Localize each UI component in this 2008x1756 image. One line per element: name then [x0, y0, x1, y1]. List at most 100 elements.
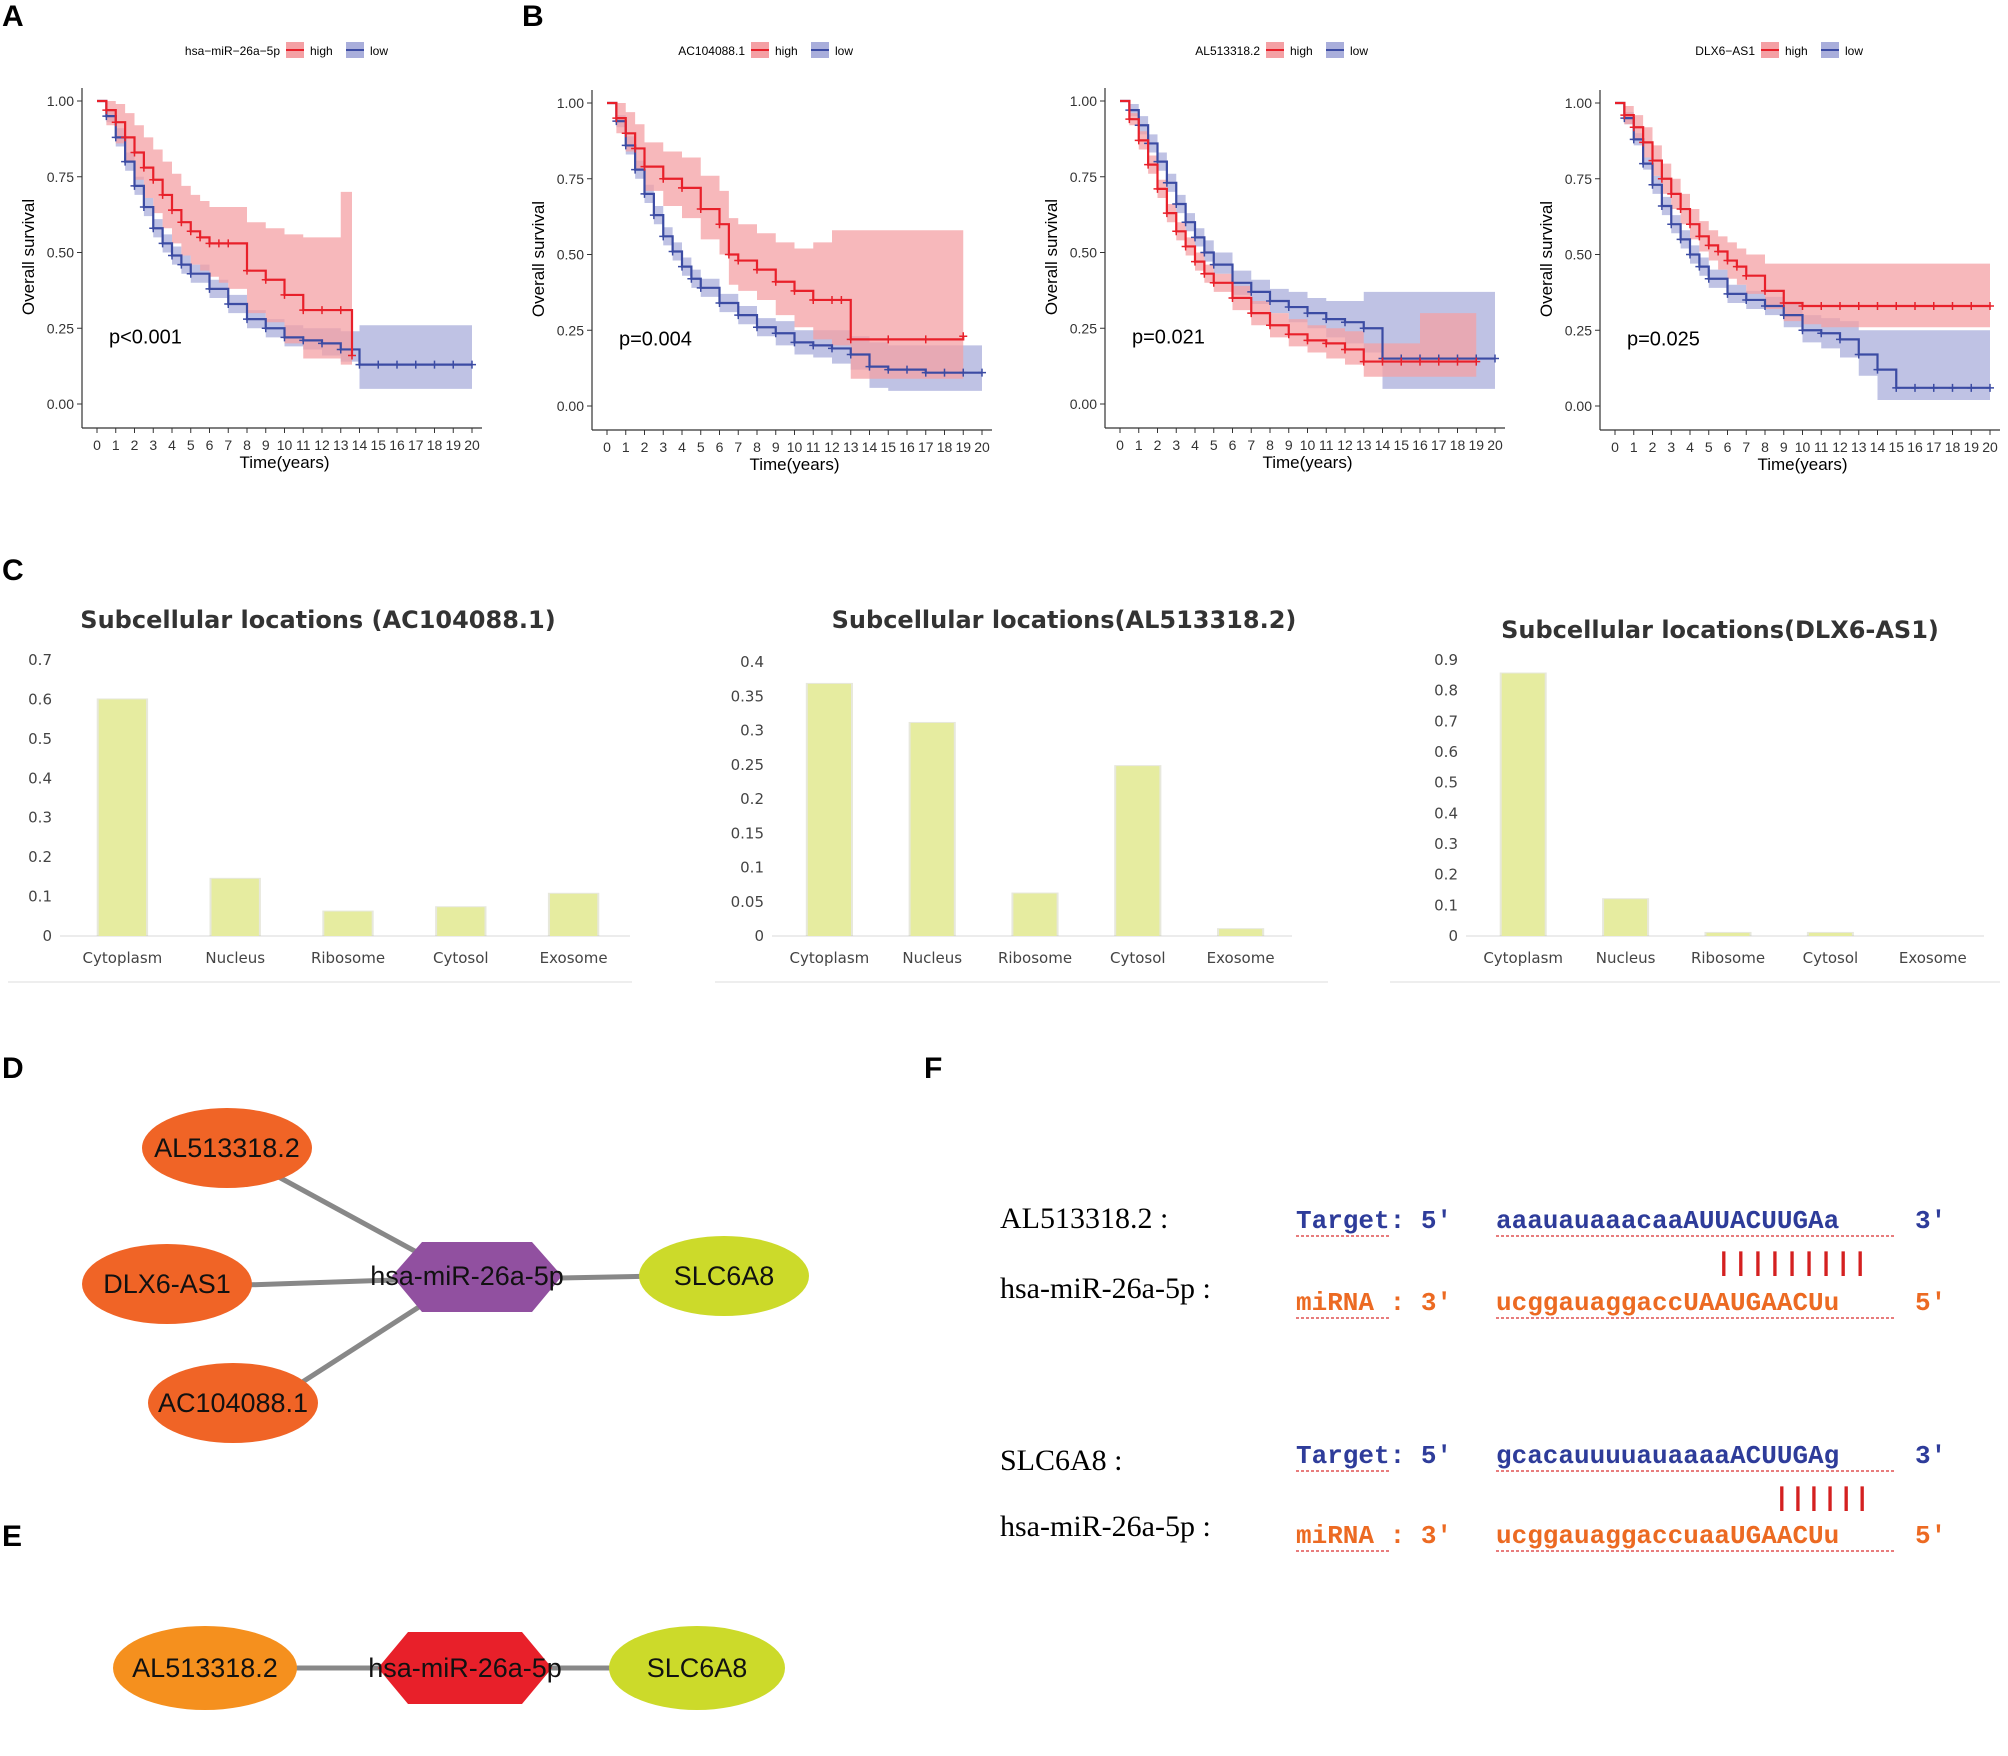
censor-mark-high [1359, 357, 1368, 366]
node-slc6a8[interactable] [639, 1236, 809, 1316]
censor-mark-low [1341, 318, 1349, 327]
x-tick-label: 9 [1780, 439, 1788, 455]
censor-mark-low [205, 284, 214, 293]
node-e-hsa-mir-26a-5p[interactable] [378, 1632, 552, 1704]
censor-mark-high [177, 218, 186, 227]
censor-mark-low [865, 362, 874, 371]
y-tick-label: 0.35 [731, 687, 764, 705]
node-e-slc6a8[interactable] [609, 1626, 785, 1710]
y-tick-label: 0.00 [1070, 396, 1097, 412]
x-tick-label: 0 [93, 437, 101, 453]
survival-curve-low [1615, 101, 1990, 389]
y-tick-label: 0.9 [1434, 651, 1458, 669]
censor-mark-low [1873, 365, 1882, 374]
censor-mark-low [1303, 309, 1312, 318]
bar-cytosol [437, 907, 485, 936]
ci-band-high [1120, 101, 1477, 377]
censor-mark-high [261, 275, 270, 284]
censor-mark-low [1629, 135, 1638, 144]
censor-mark-low [411, 360, 420, 369]
network-d: AL513318.2 DLX6-AS1 AC104088.1 hsa-miR-2… [82, 1108, 809, 1443]
censor-mark-high [715, 220, 724, 229]
x-tick-label: Cytosol [1110, 949, 1166, 967]
censor-mark-low [1986, 383, 1994, 392]
censor-mark-high [1453, 357, 1462, 366]
censor-mark-low [940, 368, 949, 377]
censor-mark-low [130, 181, 139, 190]
y-tick-label: 0.75 [1070, 169, 1097, 185]
y-tick-label: 0.50 [47, 245, 74, 261]
y-tick-label: 0 [1448, 927, 1458, 945]
censor-mark-high [1986, 302, 1994, 311]
censor-mark-high [1742, 271, 1751, 280]
node-dlx6-as1[interactable] [82, 1244, 252, 1324]
x-tick-label: Nucleus [205, 949, 265, 967]
x-tick-label: 7 [1742, 439, 1750, 455]
bar-cytosol [1808, 932, 1852, 936]
bar-ribosome [324, 911, 372, 936]
censor-mark-high [1247, 309, 1256, 318]
pair2-mirna-seq: ucggauaggaccuaaUGAACUu [1496, 1521, 1839, 1551]
pair2-pairing: |||||| [1774, 1483, 1870, 1513]
censor-mark-low [1676, 235, 1685, 244]
censor-mark-low [1667, 220, 1676, 229]
bar-nucleus [910, 722, 954, 936]
censor-mark-high [1854, 302, 1863, 311]
x-tick-label: 1 [1135, 437, 1143, 453]
censor-mark-high [1416, 357, 1424, 366]
legend-title: AC104088.1 [678, 44, 745, 58]
legend-title: AL513318.2 [1195, 44, 1260, 58]
bar-cytoplasm [1501, 673, 1545, 936]
y-tick-label: 0.00 [47, 396, 74, 412]
x-tick-label: 12 [824, 439, 840, 455]
censor-mark-low [1695, 262, 1704, 271]
censor-mark-low [1648, 180, 1657, 189]
ci-band-high [1615, 103, 1990, 328]
panel-label-c: C [2, 554, 24, 587]
node-e-al513318-2[interactable] [113, 1626, 297, 1710]
censor-mark-low [1704, 274, 1713, 283]
panel-label-f: F [924, 1052, 942, 1085]
censor-mark-high [1629, 123, 1638, 132]
censor-mark-low [111, 133, 120, 142]
node-label-lnc3: AC104088.1 [158, 1388, 308, 1418]
y-tick-label: 0.3 [28, 809, 52, 827]
censor-mark-low [1892, 383, 1901, 392]
censor-mark-high [348, 351, 356, 360]
y-tick-label: 0.75 [47, 169, 74, 185]
censor-mark-high [921, 335, 930, 344]
pair1-lnc-label: AL513318.2 : [1000, 1202, 1168, 1235]
censor-mark-low [1209, 260, 1218, 269]
censor-mark-low [846, 350, 855, 359]
node-al513318-2[interactable] [142, 1108, 312, 1188]
censor-mark-low [121, 157, 130, 166]
censor-mark-high [1153, 184, 1162, 193]
censor-mark-high [1817, 302, 1826, 311]
bar-cytosol [1116, 766, 1160, 936]
y-tick-label: 1.00 [557, 95, 584, 111]
y-tick-label: 0.7 [28, 651, 52, 669]
y-tick-label: 0.2 [1434, 866, 1458, 884]
legend-label-low: low [835, 44, 853, 58]
node-label-target: SLC6A8 [674, 1261, 775, 1291]
km-plot-a: 0.000.250.500.751.000 1 2 3 4 5 6 7 8 9 10 11 12 13 14… [19, 42, 482, 472]
legend-title: DLX6−AS1 [1695, 44, 1755, 58]
x-tick-label: 3 [659, 439, 667, 455]
x-tick-label: 7 [734, 439, 742, 455]
node-label-lnc2: DLX6-AS1 [103, 1269, 231, 1299]
bar-charts: Subcellular locations (AC104088.1) 0 0.1 0.… [8, 606, 2000, 983]
censor-mark-high [1657, 174, 1666, 183]
x-tick-label: 14 [1870, 439, 1886, 455]
node-label-lnc1: AL513318.2 [154, 1133, 300, 1163]
x-tick-label: Cytoplasm [1483, 949, 1563, 967]
x-tick-label: 17 [408, 437, 424, 453]
censor-mark-low [1817, 329, 1826, 338]
km-plot-b2: 0.000.250.500.751.000 1 2 3 4 5 6 7 8 9 10 11 12 13 14… [1042, 42, 1505, 472]
censor-mark-low [809, 341, 818, 350]
node-ac104088-1[interactable] [148, 1363, 318, 1443]
p-value: p=0.025 [1627, 328, 1700, 350]
x-tick-label: 20 [464, 437, 480, 453]
censor-mark-low [318, 339, 326, 348]
node-hsa-mir-26a-5p[interactable] [392, 1242, 562, 1312]
x-tick-label: 13 [1851, 439, 1867, 455]
